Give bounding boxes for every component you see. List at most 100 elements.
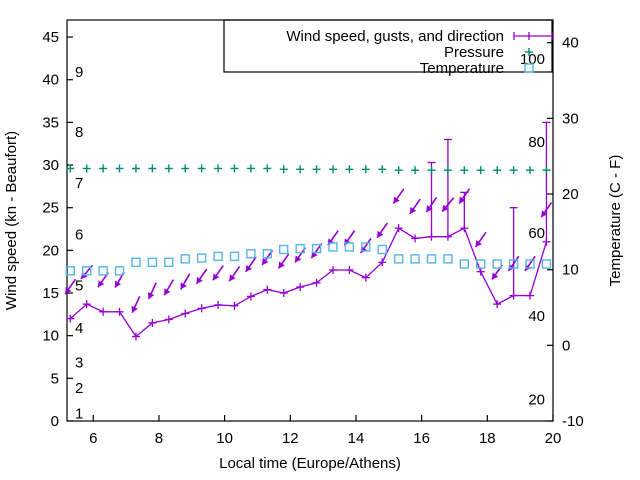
beaufort-label: 7 [75,175,83,192]
fahrenheit-label: 20 [528,391,545,408]
y-tick-label: 40 [42,72,59,89]
wind-direction-arrowhead [442,204,449,212]
fahrenheit-label: 60 [528,225,545,242]
y-tick-label: 25 [42,200,59,217]
y2-tick-label: 40 [562,35,579,52]
y2-tick-label: 30 [562,110,579,127]
temperature-point [65,266,75,276]
wind-direction-arrowhead [65,287,72,294]
y-tick-label: 10 [42,328,59,345]
temperature-point [377,244,387,255]
temperature-point [196,253,207,263]
y-tick-label: 5 [51,370,59,387]
y2-tick-label: 20 [562,186,579,203]
y-tick-label: 20 [42,242,59,259]
wind-direction-arrowhead [245,264,253,272]
beaufort-label: 6 [75,226,83,243]
wind-direction-arrowhead [97,280,105,288]
beaufort-label: 3 [75,354,83,371]
fahrenheit-label: 40 [528,308,545,325]
legend-frame [223,19,553,73]
temperature-point [279,244,289,255]
x-tick-label: 18 [479,430,496,447]
wind-direction-arrowhead [459,196,466,204]
temperature-point [328,242,338,252]
y2-tick-label: 10 [562,262,579,279]
temperature-point [295,243,305,254]
wind-direction-arrowhead [229,274,236,282]
fahrenheit-label: 80 [528,134,545,151]
y-tick-label: 30 [42,157,59,174]
wind-direction-arrowhead [541,210,548,218]
legend-marker-temperature [524,63,534,73]
y-tick-label: 45 [42,29,59,46]
wind-direction-arrowhead [393,196,400,204]
x-tick-label: 16 [413,430,430,447]
x-tick-label: 12 [282,430,299,447]
legend-label: Pressure [444,44,504,61]
beaufort-label: 2 [75,380,83,397]
wind-direction-arrowhead [294,255,302,263]
wind-direction-arrowhead [164,288,171,296]
temperature-point [393,254,404,264]
legend-label: Wind speed, gusts, and direction [286,28,504,45]
beaufort-label: 8 [75,124,83,141]
wind-direction-arrowhead [409,206,417,214]
wind-direction-arrowhead [492,272,499,280]
temperature-point [262,249,273,259]
temperature-point [147,257,158,268]
temperature-point [443,254,453,264]
temperature-point [476,259,486,269]
wind-direction-arrowhead [278,261,285,269]
temperature-point [459,259,470,269]
y2-tick-label: -10 [562,413,584,430]
temperature-point [98,266,108,276]
beaufort-label: 4 [75,320,83,337]
temperature-point [525,259,535,269]
temperature-point [492,259,502,269]
y-tick-label: 15 [42,285,59,302]
temperature-point [344,242,355,252]
temperature-point [361,242,371,252]
x-axis-title: Local time (Europe/Athens) [219,455,401,472]
wind-direction-arrowhead [377,230,384,238]
temperature-point [180,254,190,264]
beaufort-label: 1 [75,405,83,422]
x-tick-label: 8 [155,430,163,447]
beaufort-label: 9 [75,64,83,81]
temperature-point [229,251,240,262]
temperature-point [541,259,552,269]
temperature-point [410,254,420,264]
x-tick-label: 20 [545,430,562,447]
y-tick-label: 35 [42,114,59,131]
temperature-point [114,266,125,276]
wind-direction-arrowhead [262,258,269,265]
wind-direction-arrowhead [196,276,203,284]
wind-direction-arrowhead [475,240,482,248]
wind-direction-arrowhead [180,282,187,290]
plot-frame [66,19,554,422]
temperature-point [213,251,223,262]
beaufort-label: 5 [75,277,83,294]
y2-axis-title: Temperature (C - F) [607,155,624,287]
y2-tick-label: 0 [562,337,570,354]
wind-speed-line [69,227,548,338]
wind-direction-arrowhead [426,205,433,213]
temperature-point [311,243,322,254]
x-tick-label: 10 [216,430,233,447]
y-axis-title: Wind speed (kn - Beaufort) [3,131,20,310]
temperature-point [426,254,437,264]
temperature-point [508,259,519,269]
temperature-point [164,257,174,268]
temperature-point [82,266,92,276]
wind-direction-arrowhead [115,280,122,288]
wind-direction-arrowhead [147,292,155,300]
temperature-point [246,249,256,259]
wind-direction-arrowhead [131,305,138,313]
y-tick-label: 0 [51,413,59,430]
x-tick-label: 6 [89,430,97,447]
temperature-point [131,257,141,268]
wind-direction-arrowhead [212,273,220,281]
